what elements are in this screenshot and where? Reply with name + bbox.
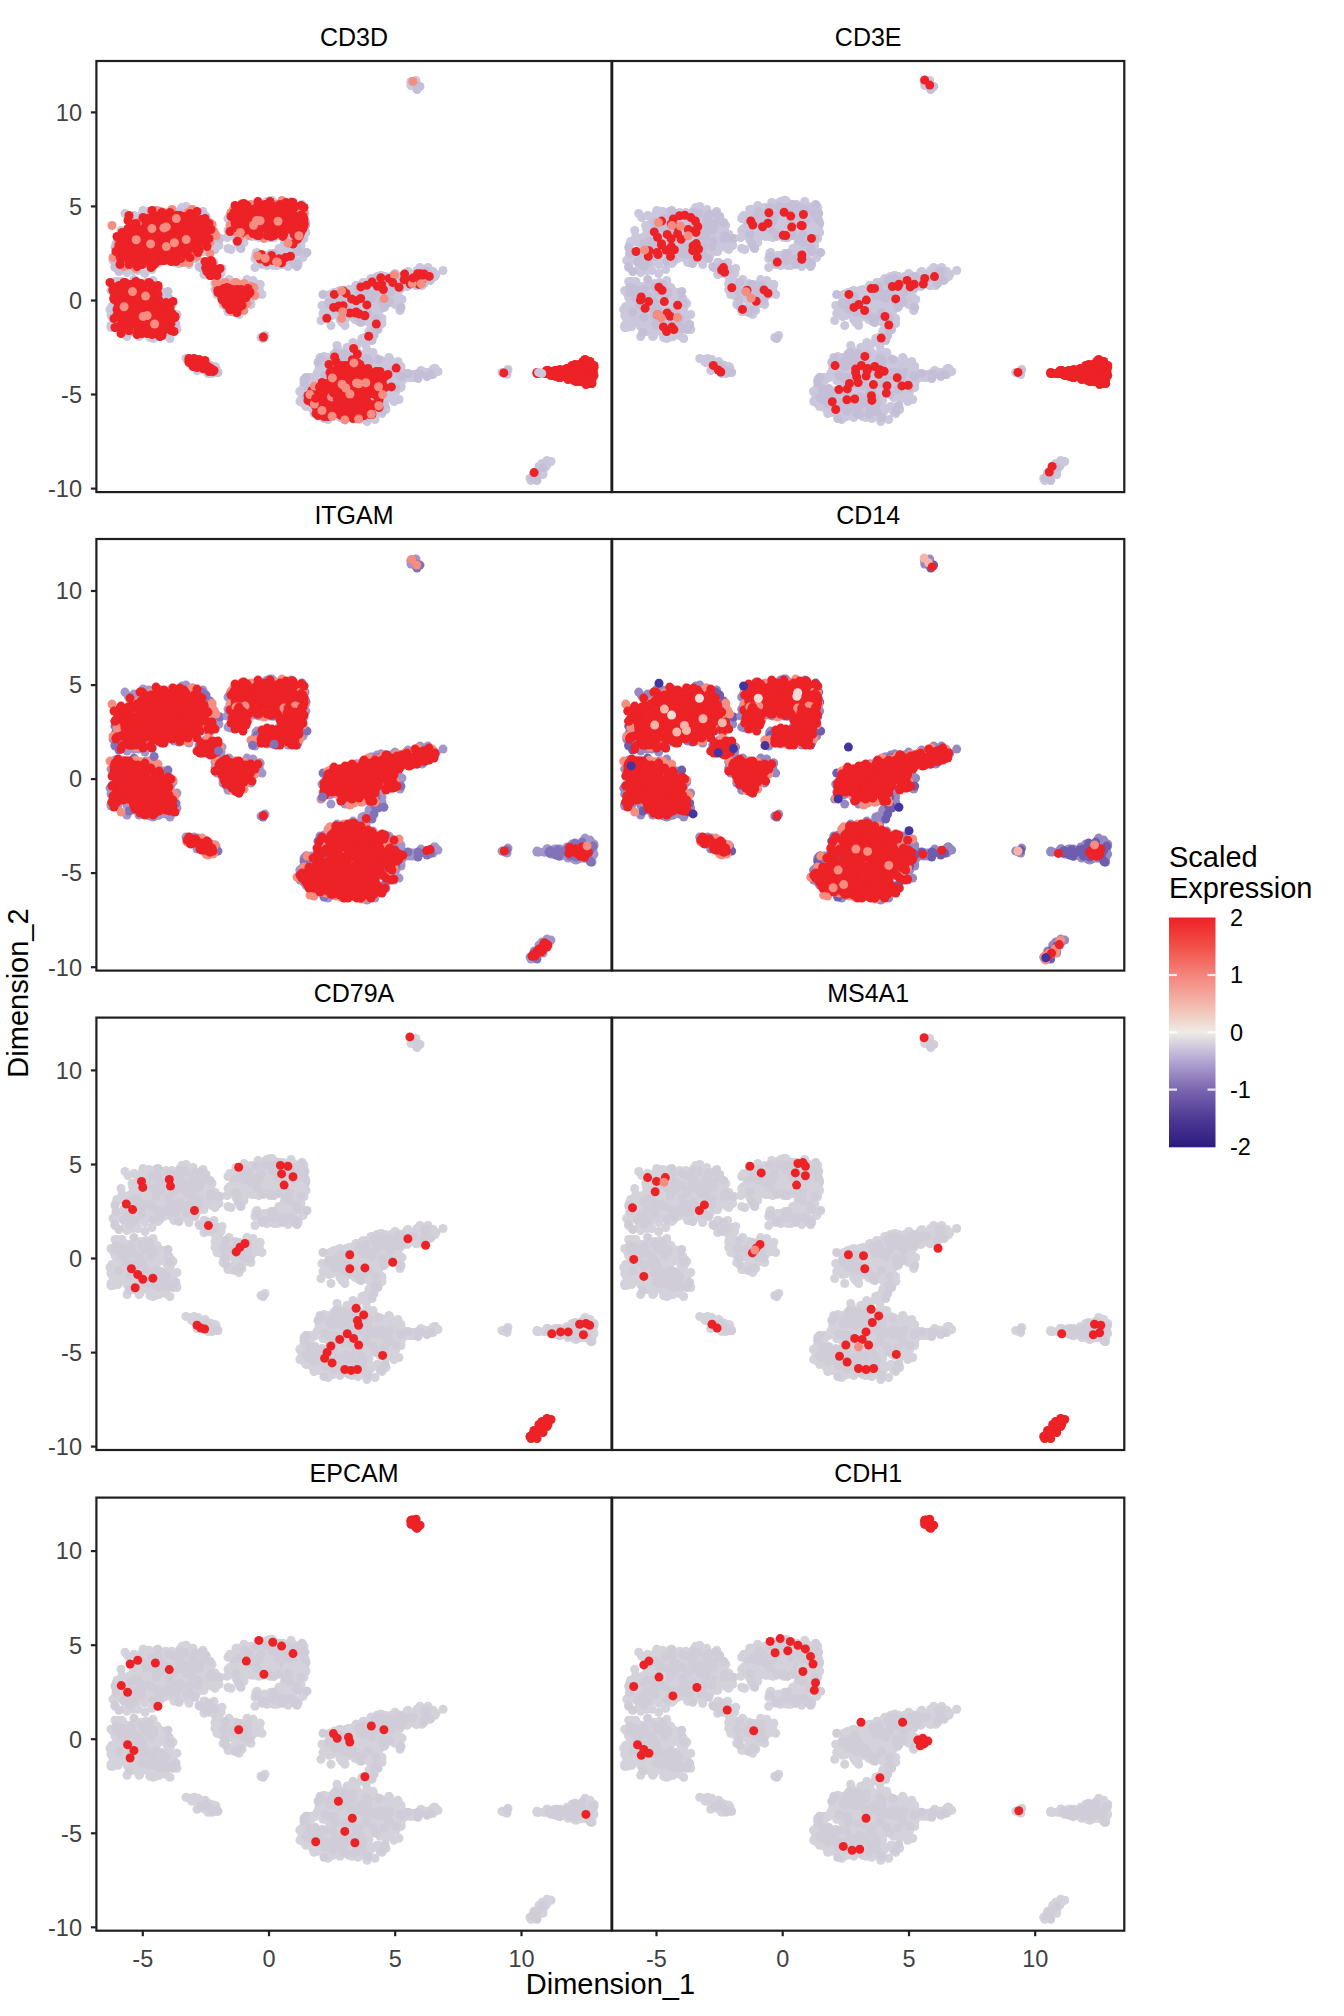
- svg-text:5: 5: [69, 672, 82, 698]
- svg-text:Scaled: Scaled: [1169, 841, 1258, 873]
- svg-text:Dimension_2: Dimension_2: [2, 908, 34, 1077]
- svg-text:5: 5: [69, 194, 82, 220]
- svg-text:-5: -5: [61, 1821, 82, 1847]
- svg-text:-5: -5: [61, 1340, 82, 1366]
- svg-text:-5: -5: [61, 382, 82, 408]
- svg-text:10: 10: [56, 100, 82, 126]
- svg-text:Dimension_1: Dimension_1: [526, 1968, 695, 2000]
- svg-text:MS4A1: MS4A1: [827, 979, 909, 1007]
- svg-text:EPCAM: EPCAM: [310, 1459, 399, 1487]
- svg-text:5: 5: [389, 1946, 402, 1972]
- svg-text:-10: -10: [48, 1434, 82, 1460]
- svg-text:CD3E: CD3E: [835, 23, 902, 51]
- svg-text:5: 5: [69, 1152, 82, 1178]
- svg-text:Expression: Expression: [1169, 872, 1312, 904]
- svg-text:10: 10: [56, 578, 82, 604]
- svg-text:-1: -1: [1230, 1077, 1251, 1103]
- svg-text:2: 2: [1230, 905, 1243, 931]
- svg-text:1: 1: [1230, 962, 1243, 988]
- svg-text:10: 10: [56, 1058, 82, 1084]
- svg-text:-10: -10: [48, 476, 82, 502]
- svg-text:CD14: CD14: [836, 501, 900, 529]
- svg-text:CD3D: CD3D: [320, 23, 388, 51]
- svg-text:0: 0: [69, 1246, 82, 1272]
- svg-text:0: 0: [262, 1946, 275, 1972]
- svg-text:CDH1: CDH1: [834, 1459, 902, 1487]
- svg-text:0: 0: [69, 288, 82, 314]
- svg-text:0: 0: [69, 766, 82, 792]
- svg-text:0: 0: [776, 1946, 789, 1972]
- svg-text:-10: -10: [48, 955, 82, 981]
- svg-text:-5: -5: [61, 860, 82, 886]
- svg-text:-2: -2: [1230, 1134, 1251, 1160]
- svg-text:5: 5: [69, 1633, 82, 1659]
- svg-text:10: 10: [1022, 1946, 1048, 1972]
- svg-text:0: 0: [69, 1727, 82, 1753]
- svg-text:ITGAM: ITGAM: [314, 501, 393, 529]
- svg-text:-5: -5: [132, 1946, 153, 1972]
- svg-text:CD79A: CD79A: [314, 979, 395, 1007]
- svg-text:-10: -10: [48, 1915, 82, 1941]
- svg-text:10: 10: [56, 1538, 82, 1564]
- svg-text:0: 0: [1230, 1020, 1243, 1046]
- svg-text:5: 5: [902, 1946, 915, 1972]
